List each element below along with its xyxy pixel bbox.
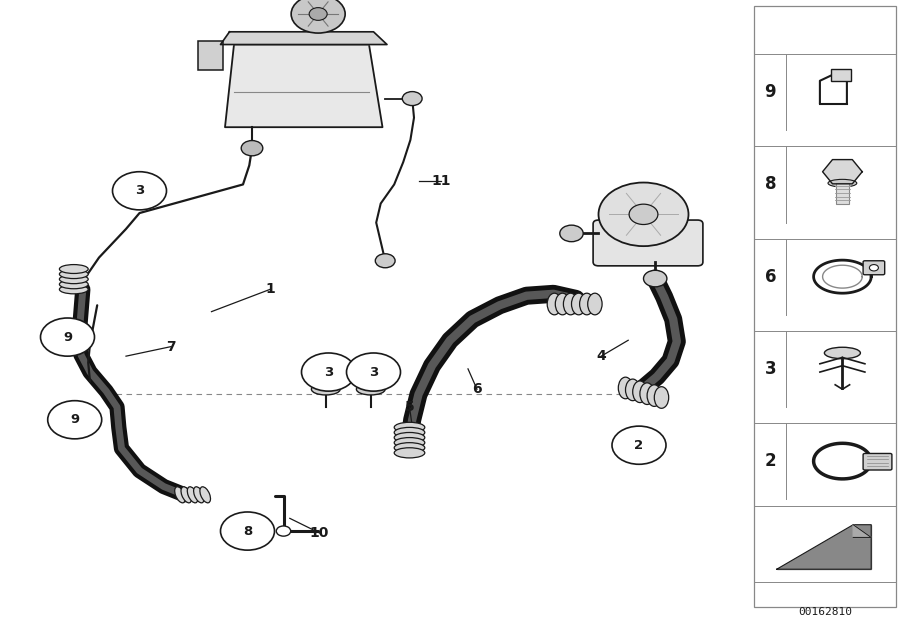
Circle shape — [629, 204, 658, 225]
Circle shape — [40, 318, 94, 356]
Text: 6: 6 — [765, 268, 776, 286]
Ellipse shape — [647, 385, 662, 406]
Ellipse shape — [59, 270, 88, 279]
Circle shape — [644, 270, 667, 287]
Ellipse shape — [563, 293, 578, 315]
Ellipse shape — [555, 293, 570, 315]
FancyBboxPatch shape — [198, 41, 223, 70]
Ellipse shape — [59, 265, 88, 273]
Circle shape — [112, 172, 166, 210]
Polygon shape — [220, 32, 387, 45]
Ellipse shape — [181, 487, 192, 503]
Circle shape — [612, 426, 666, 464]
FancyBboxPatch shape — [836, 183, 849, 204]
Circle shape — [241, 141, 263, 156]
Circle shape — [375, 254, 395, 268]
Ellipse shape — [633, 381, 647, 403]
Polygon shape — [777, 525, 871, 569]
FancyBboxPatch shape — [593, 220, 703, 266]
Text: 2: 2 — [765, 452, 776, 470]
Ellipse shape — [547, 293, 562, 315]
Text: 3: 3 — [135, 184, 144, 197]
Text: 10: 10 — [310, 526, 329, 540]
Polygon shape — [853, 525, 871, 537]
Text: 11: 11 — [431, 174, 451, 188]
Circle shape — [48, 401, 102, 439]
Ellipse shape — [59, 280, 88, 289]
Ellipse shape — [654, 387, 669, 408]
Circle shape — [403, 92, 421, 105]
FancyBboxPatch shape — [863, 453, 892, 470]
Circle shape — [346, 353, 400, 391]
Text: 3: 3 — [765, 360, 776, 378]
FancyBboxPatch shape — [863, 261, 885, 275]
Ellipse shape — [175, 487, 185, 503]
Text: 1: 1 — [266, 282, 274, 296]
Circle shape — [560, 225, 583, 242]
Ellipse shape — [618, 377, 633, 399]
Ellipse shape — [311, 384, 340, 395]
Ellipse shape — [394, 438, 425, 448]
Ellipse shape — [394, 422, 425, 432]
Text: 9: 9 — [63, 331, 72, 343]
Ellipse shape — [824, 347, 860, 359]
Ellipse shape — [394, 432, 425, 443]
Ellipse shape — [394, 427, 425, 438]
Text: 00162810: 00162810 — [798, 607, 852, 617]
Circle shape — [598, 183, 688, 246]
Ellipse shape — [200, 487, 211, 503]
Ellipse shape — [580, 293, 594, 315]
Ellipse shape — [59, 285, 88, 294]
Ellipse shape — [572, 293, 586, 315]
Text: 7: 7 — [166, 340, 176, 354]
Ellipse shape — [187, 487, 198, 503]
Text: 9: 9 — [765, 83, 776, 101]
Ellipse shape — [356, 384, 385, 395]
Text: 6: 6 — [472, 382, 482, 396]
Circle shape — [402, 92, 422, 106]
Circle shape — [869, 265, 878, 271]
Ellipse shape — [394, 443, 425, 453]
Circle shape — [291, 0, 345, 33]
Circle shape — [276, 526, 291, 536]
Text: 5: 5 — [405, 400, 414, 414]
Text: 8: 8 — [765, 176, 776, 193]
Ellipse shape — [828, 179, 857, 187]
FancyBboxPatch shape — [754, 6, 896, 607]
Circle shape — [310, 8, 328, 20]
Ellipse shape — [194, 487, 204, 503]
Text: 3: 3 — [369, 366, 378, 378]
Ellipse shape — [640, 383, 654, 404]
Ellipse shape — [59, 275, 88, 284]
Ellipse shape — [588, 293, 602, 315]
Text: 2: 2 — [634, 439, 644, 452]
Circle shape — [302, 353, 356, 391]
Ellipse shape — [394, 448, 425, 458]
Text: 4: 4 — [597, 349, 606, 363]
FancyBboxPatch shape — [831, 69, 850, 81]
Circle shape — [220, 512, 274, 550]
Polygon shape — [823, 160, 862, 184]
Polygon shape — [225, 45, 382, 127]
Text: 9: 9 — [70, 413, 79, 426]
Text: 3: 3 — [324, 366, 333, 378]
Text: 8: 8 — [243, 525, 252, 537]
Ellipse shape — [626, 379, 640, 401]
